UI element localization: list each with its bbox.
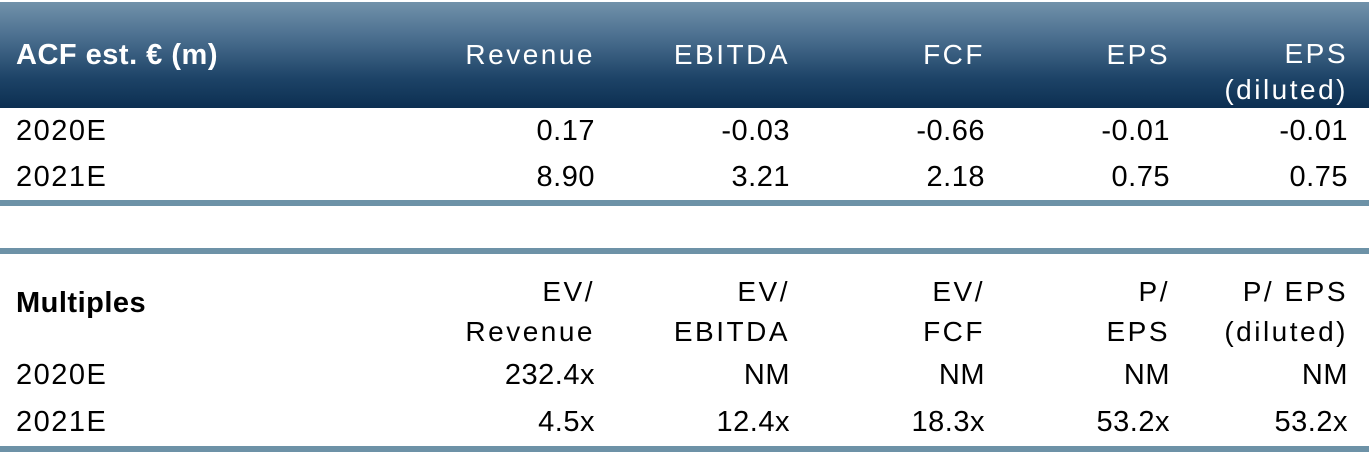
value-ebitda: -0.03: [721, 114, 790, 147]
estimates-row-2021: 2021E 8.90 3.21 2.18 0.75 0.75: [0, 154, 1369, 200]
row-label: 2020E: [16, 359, 108, 391]
multiples-header-row: Multiples EV/ Revenue EV/ EBITDA EV/ FCF…: [0, 254, 1369, 352]
col-header-ebitda: EBITDA: [673, 39, 790, 70]
value-eps: -0.01: [1101, 114, 1170, 147]
estimates-row-2020: 2020E 0.17 -0.03 -0.66 -0.01 -0.01: [0, 108, 1369, 154]
header-line2: FCF: [923, 316, 985, 347]
header-line1: EV/: [932, 276, 985, 307]
header-line2: (diluted): [1224, 316, 1348, 347]
col-header-ev-ebitda: EV/ EBITDA: [595, 254, 790, 352]
row-label: 2021E: [16, 406, 108, 438]
row-label: 2020E: [16, 114, 108, 147]
col-header-revenue: Revenue: [465, 39, 595, 70]
col-header-ev-revenue: EV/ Revenue: [420, 254, 595, 352]
header-line1: EV/: [737, 276, 790, 307]
value-p-eps: NM: [1123, 359, 1170, 391]
multiples-row-2020: 2020E 232.4x NM NM NM NM: [0, 352, 1369, 399]
col-header-p-eps: P/ EPS: [985, 254, 1170, 352]
value-revenue: 0.17: [536, 114, 595, 147]
value-ebitda: 3.21: [731, 160, 790, 193]
col-header-p-eps-diluted: P/ EPS (diluted): [1170, 254, 1369, 352]
estimates-table: ACF est. € (m) Revenue EBITDA FCF EPS EP…: [0, 2, 1369, 206]
value-ev-fcf: 18.3x: [911, 406, 985, 438]
col-header-eps: EPS: [1106, 39, 1170, 70]
header-line2: (diluted): [1224, 74, 1348, 105]
value-p-eps-diluted: 53.2x: [1274, 406, 1348, 438]
col-header-fcf: FCF: [923, 39, 985, 70]
header-line1: EPS: [1284, 38, 1348, 69]
header-line2: Revenue: [465, 316, 595, 347]
value-eps-diluted: -0.01: [1279, 114, 1348, 147]
divider-line: [0, 248, 1369, 254]
header-line1: P/ EPS: [1242, 276, 1348, 307]
multiples-table: Multiples EV/ Revenue EV/ EBITDA EV/ FCF…: [0, 248, 1369, 452]
value-fcf: -0.66: [916, 114, 985, 147]
value-fcf: 2.18: [926, 160, 985, 193]
value-ev-fcf: NM: [938, 359, 985, 391]
value-p-eps-diluted: NM: [1301, 359, 1348, 391]
value-ev-ebitda: NM: [743, 359, 790, 391]
row-label: 2021E: [16, 160, 108, 193]
section-gap: [0, 206, 1369, 248]
value-eps: 0.75: [1111, 160, 1170, 193]
divider-line: [0, 200, 1369, 206]
header-line2: EBITDA: [673, 316, 790, 347]
col-header-ev-fcf: EV/ FCF: [790, 254, 985, 352]
estimates-header-row: ACF est. € (m) Revenue EBITDA FCF EPS EP…: [0, 2, 1369, 108]
value-ev-revenue: 4.5x: [538, 406, 595, 438]
multiples-table-title: Multiples: [16, 286, 147, 319]
header-line1: EV/: [542, 276, 595, 307]
multiples-row-2021: 2021E 4.5x 12.4x 18.3x 53.2x 53.2x: [0, 399, 1369, 446]
header-line1: P/: [1138, 276, 1170, 307]
value-p-eps: 53.2x: [1096, 406, 1170, 438]
value-ev-ebitda: 12.4x: [716, 406, 790, 438]
value-eps-diluted: 0.75: [1289, 160, 1348, 193]
estimates-table-title: ACF est. € (m): [16, 38, 218, 71]
col-header-eps-diluted: EPS (diluted): [1170, 2, 1369, 108]
value-revenue: 8.90: [536, 160, 595, 193]
divider-line: [0, 446, 1369, 452]
value-ev-revenue: 232.4x: [504, 359, 595, 391]
header-line2: EPS: [1106, 316, 1170, 347]
